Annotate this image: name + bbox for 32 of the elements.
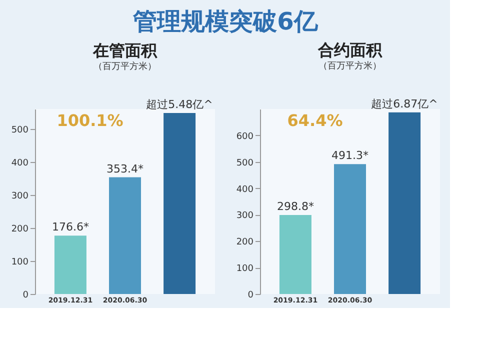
y-tick-label: 200 <box>236 238 254 248</box>
text: 管理规模突破6亿 <box>132 7 319 36</box>
data-label: 353.4* <box>106 162 144 176</box>
chart-subtitle: （百万平方米） <box>318 60 382 72</box>
chart-title: 在管面积 <box>92 40 158 60</box>
data-label: 176.6* <box>52 220 90 234</box>
y-tick-label: 0 <box>248 290 254 300</box>
y-tick-label: 100 <box>11 257 29 268</box>
bar <box>334 164 366 294</box>
data-label: 超过5.48亿^ <box>146 98 213 111</box>
bar <box>388 112 421 294</box>
bar <box>279 215 312 294</box>
data-label: 298.8* <box>276 200 314 214</box>
y-tick-label: 0 <box>22 290 29 300</box>
bar <box>109 177 141 294</box>
y-tick-label: 100 <box>236 264 254 274</box>
y-tick-label: 500 <box>236 158 254 168</box>
bar <box>54 236 86 294</box>
y-tick-label: 300 <box>11 191 29 202</box>
y-tick-label: 500 <box>11 125 29 136</box>
data-label: 超过6.87亿^ <box>371 97 438 110</box>
data-label: 491.3* <box>332 149 369 162</box>
bar <box>164 112 196 294</box>
y-tick-label: 400 <box>236 184 254 195</box>
y-tick-label: 200 <box>11 224 29 234</box>
y-tick-label: 300 <box>236 211 254 222</box>
y-tick-label: 400 <box>11 158 29 168</box>
chart-title: 合约面积 <box>317 40 383 60</box>
annotation: 100.1% <box>56 111 124 130</box>
y-tick-label: 600 <box>236 132 254 142</box>
annotation: 64.4% <box>287 111 343 130</box>
chart-subtitle: （百万平方米） <box>94 60 156 72</box>
